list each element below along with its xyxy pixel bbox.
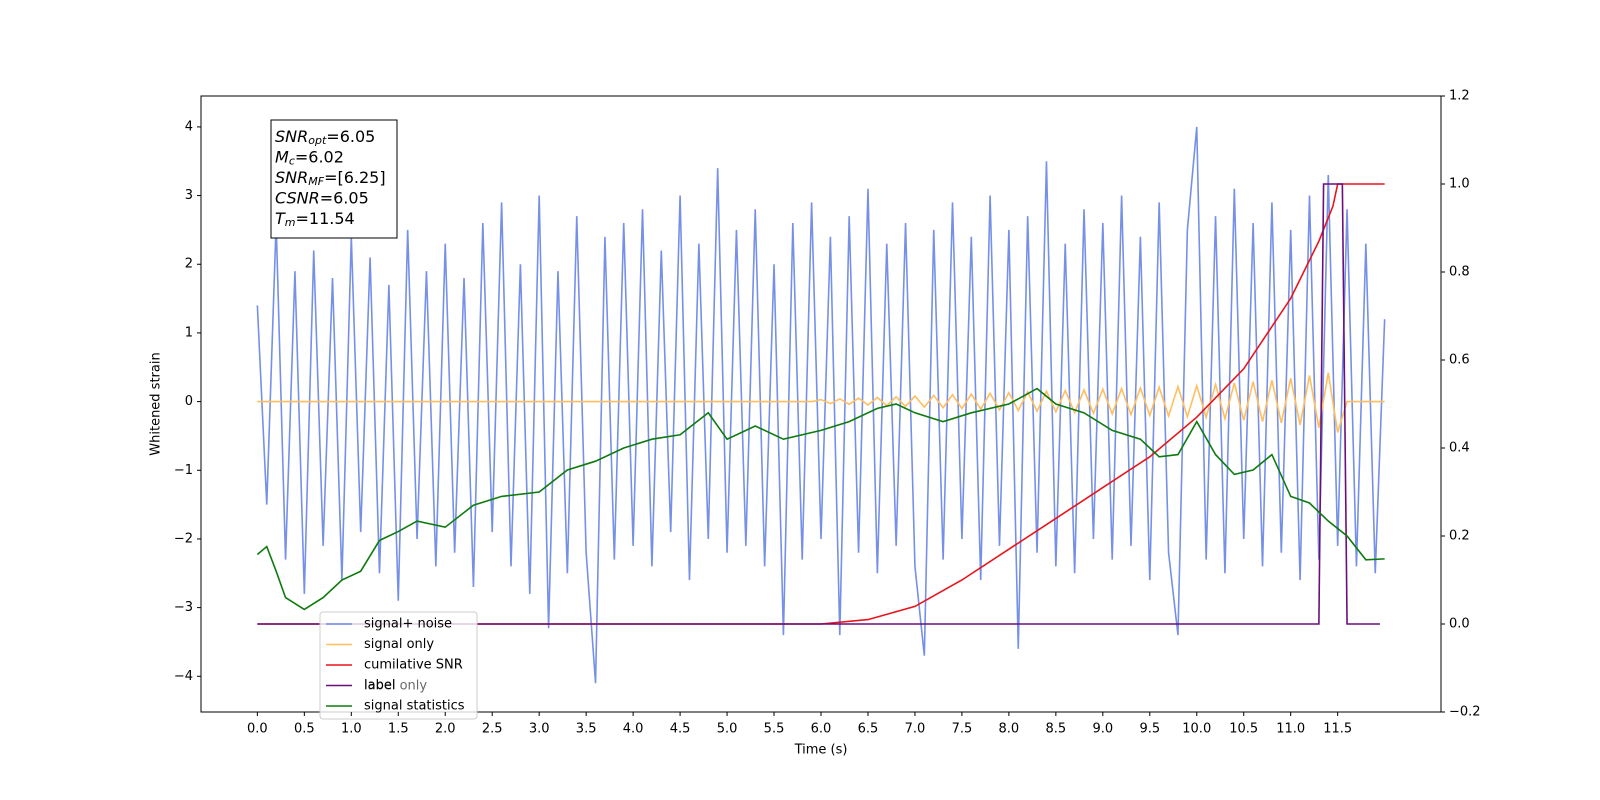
annotation-value: =[6.25] [324,168,386,187]
y-tick-label: 3 [185,188,193,203]
annotation-box: SNRopt=6.05Mc=6.02SNRMF=[6.25]CSNR=6.05T… [270,119,398,239]
annotation-line: SNRopt=6.05 [275,127,375,148]
x-tick-label: 2.5 [482,722,503,737]
x-tick-label: 4.0 [623,722,644,737]
legend-frame [319,611,478,720]
y2-tick-label: 0.4 [1449,441,1470,456]
annotation-value: =6.02 [295,147,344,166]
annotation-value: =6.05 [326,127,375,146]
y2-tick-label: 1.0 [1449,177,1470,192]
y-tick-label: −3 [174,600,193,615]
x-tick-label: 9.5 [1139,722,1160,737]
x-tick-label: 11.0 [1276,722,1305,737]
series-line [257,372,1385,433]
x-tick-label: 2.0 [435,722,456,737]
y-tick-label: 0 [185,394,193,409]
x-tick-label: 5.0 [717,722,738,737]
y-tick-label: 4 [185,119,193,134]
y2-tick-label: −0.2 [1449,705,1481,720]
legend: label only signal+ noise signal only cumila… [319,611,478,720]
x-tick-label: 6.0 [811,722,832,737]
series-line [257,183,1385,625]
legend-overlap-text: label only [364,679,427,694]
x-tick-label: 3.0 [529,722,550,737]
annotation-line: Tm=11.54 [275,209,355,230]
y-tick-label: −2 [174,531,193,546]
x-tick-label: 0.0 [247,722,268,737]
x-tick-label: 1.5 [388,722,409,737]
y-tick-label: −4 [174,669,193,684]
series-line [256,387,1385,611]
y2-tick-label: 0.0 [1449,617,1470,632]
legend-label: signal+ noise [364,617,452,632]
annotation-symbol: SNR [275,168,308,187]
y2-tick-label: 0.6 [1449,353,1470,368]
annotation-value: =11.54 [296,209,355,228]
x-tick-label: 9.0 [1092,722,1113,737]
annotation-line: SNRMF=[6.25] [275,168,386,189]
x-tick-label: 0.5 [294,722,315,737]
series-line [257,183,1380,625]
series-line [256,126,1386,684]
x-axis-label: Time (s) [794,743,848,758]
x-tick-label: 7.5 [952,722,973,737]
x-tick-label: 3.5 [576,722,597,737]
y2-tick-label: 0.2 [1449,529,1470,544]
y-axis-label: Whitened strain [149,352,164,455]
x-tick-label: 4.5 [670,722,691,737]
y-tick-label: 1 [185,325,193,340]
legend-label: signal only [364,637,434,652]
x-tick-label: 5.5 [764,722,785,737]
annotation-subscript: c [289,155,295,168]
annotation-subscript: opt [308,134,327,147]
x-tick-label: 1.0 [341,722,362,737]
x-tick-label: 8.5 [1046,722,1067,737]
annotation-symbol: CSNR [275,188,320,207]
x-tick-label: 8.0 [999,722,1020,737]
y2-tick-label: 1.2 [1449,89,1470,104]
annotation-symbol: T [275,209,286,228]
annotation-value: =6.05 [320,188,369,207]
annotation-subscript: m [285,216,296,229]
legend-label: label [364,678,395,693]
plot-area [256,126,1386,684]
y-tick-label: −1 [174,463,193,478]
annotation-frame [270,119,398,239]
annotation-symbol: M [275,147,289,166]
x-tick-label: 6.5 [858,722,879,737]
annotation-symbol: SNR [275,127,308,146]
legend-label: signal statistics [364,699,465,714]
y2-tick-label: 0.8 [1449,265,1470,280]
x-tick-label: 7.0 [905,722,926,737]
legend-label: cumilative SNR [364,658,463,673]
y-tick-label: 2 [185,257,193,272]
x-tick-label: 10.5 [1229,722,1258,737]
annotation-subscript: MF [308,175,324,188]
annotation-line: CSNR=6.05 [275,188,369,207]
x-tick-label: 11.5 [1323,722,1352,737]
x-tick-label: 10.0 [1182,722,1211,737]
annotation-line: Mc=6.02 [275,147,344,168]
